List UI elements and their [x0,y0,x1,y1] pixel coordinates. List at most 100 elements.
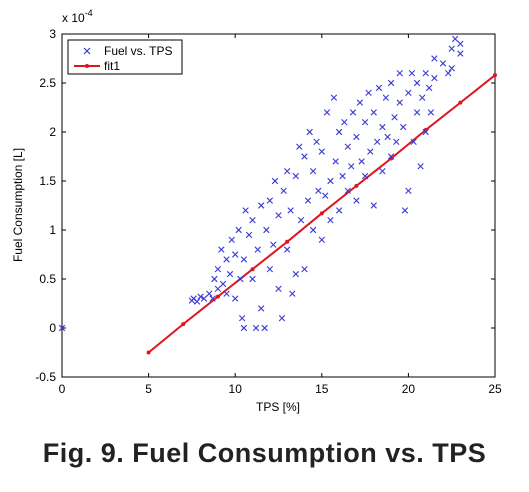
scatter-point [348,163,355,170]
y-tick-label: -0.5 [35,370,56,384]
scatter-point [270,241,277,248]
fit-point [285,239,290,244]
x-tick-label: 10 [229,382,243,396]
scatter-point [330,94,338,101]
scatter-point [58,324,66,332]
scatter-point [410,138,417,145]
scatter-point [419,94,426,101]
scatter-point [249,275,256,283]
scatter-point [448,45,455,52]
y-tick-label: 2.5 [39,76,56,90]
scatter-point [387,79,395,87]
y-axis-label: Fuel Consumption [L] [11,148,25,262]
scatter-point [396,99,403,106]
y-exponent-label: x 10-4 [62,8,93,25]
scatter-point [242,207,249,214]
scatter-point [358,158,365,165]
scatter-point [266,197,274,204]
scatter-point [223,256,230,263]
fit-line-layer [146,73,497,355]
scatter-point [341,119,348,126]
scatter-point [405,89,412,96]
scatter-point [304,197,312,204]
scatter-point [238,315,246,322]
scatter-point [223,290,230,297]
scatter-point [332,158,339,165]
scatter-point [200,295,208,302]
scatter-point [245,231,253,239]
legend-marker-scatter [83,47,91,55]
legend-marker-fit [74,64,100,68]
x-tick-label: 0 [59,382,66,396]
scatter-point [361,172,369,180]
scatter-point [315,187,322,194]
scatter-point [292,270,300,278]
scatter-chart: -0.500.511.522.53 0 5 10 15 20 25 x 10-4 Fuel… [11,8,502,414]
scatter-point [379,168,386,175]
fit-point [493,73,497,78]
x-axis-label: TPS [%] [256,400,300,414]
scatter-point [451,35,459,43]
scatter-point [384,133,391,141]
scatter-point [379,123,386,131]
scatter-point [431,55,438,62]
scatter-point [339,172,346,180]
scatter-point [349,109,357,116]
scatter-point [313,138,320,145]
legend-label-scatter: Fuel vs. TPS [104,44,172,58]
y-tick-label: 3 [49,27,56,41]
figure-caption: Fig. 9. Fuel Consumption vs. TPS [42,438,487,468]
scatter-point [237,275,244,283]
scatter-point [292,172,300,180]
scatter-point [382,94,390,101]
scatter-point [322,192,329,199]
scatter-point [309,226,317,234]
scatter-point [218,246,225,253]
scatter-point [405,187,412,194]
scatter-point [431,74,438,82]
scatter-point [287,207,294,214]
x-tick-label: 5 [145,382,152,396]
x-tick-label: 20 [402,382,416,396]
scatter-points-layer [58,35,464,332]
scatter-point [289,290,296,297]
scatter-point [327,177,334,185]
scatter-point [275,285,282,292]
scatter-point [249,217,256,224]
scatter-point [252,324,260,332]
scatter-point [283,246,291,253]
scatter-point [261,324,268,332]
scatter-point [206,290,213,297]
scatter-point [271,177,279,185]
scatter-point [408,70,416,77]
scatter-point [226,270,234,278]
scatter-point [387,153,395,160]
scatter-point [257,305,265,312]
scatter-point [323,109,331,116]
scatter-point [263,226,270,234]
scatter-point [240,256,248,263]
legend-label-fit: fit1 [104,59,120,73]
x-tick-label: 15 [315,382,329,396]
scatter-point [297,217,305,224]
scatter-point [391,114,398,121]
scatter-point [309,168,317,175]
scatter-point [219,280,227,288]
fit-point [250,267,255,272]
scatter-point [240,324,248,332]
scatter-point [422,128,429,136]
plot-background [61,33,496,378]
scatter-point [353,197,360,204]
scatter-point [375,84,383,92]
scatter-point [370,109,377,116]
scatter-point [425,84,433,92]
scatter-point [266,266,274,273]
fit-point [354,183,359,188]
scatter-point [422,70,429,77]
scatter-point [365,89,372,96]
scatter-point [367,148,374,155]
scatter-point [232,295,239,302]
scatter-point [301,266,308,273]
legend: Fuel vs. TPS fit1 [67,39,183,75]
fit-point [181,322,186,327]
